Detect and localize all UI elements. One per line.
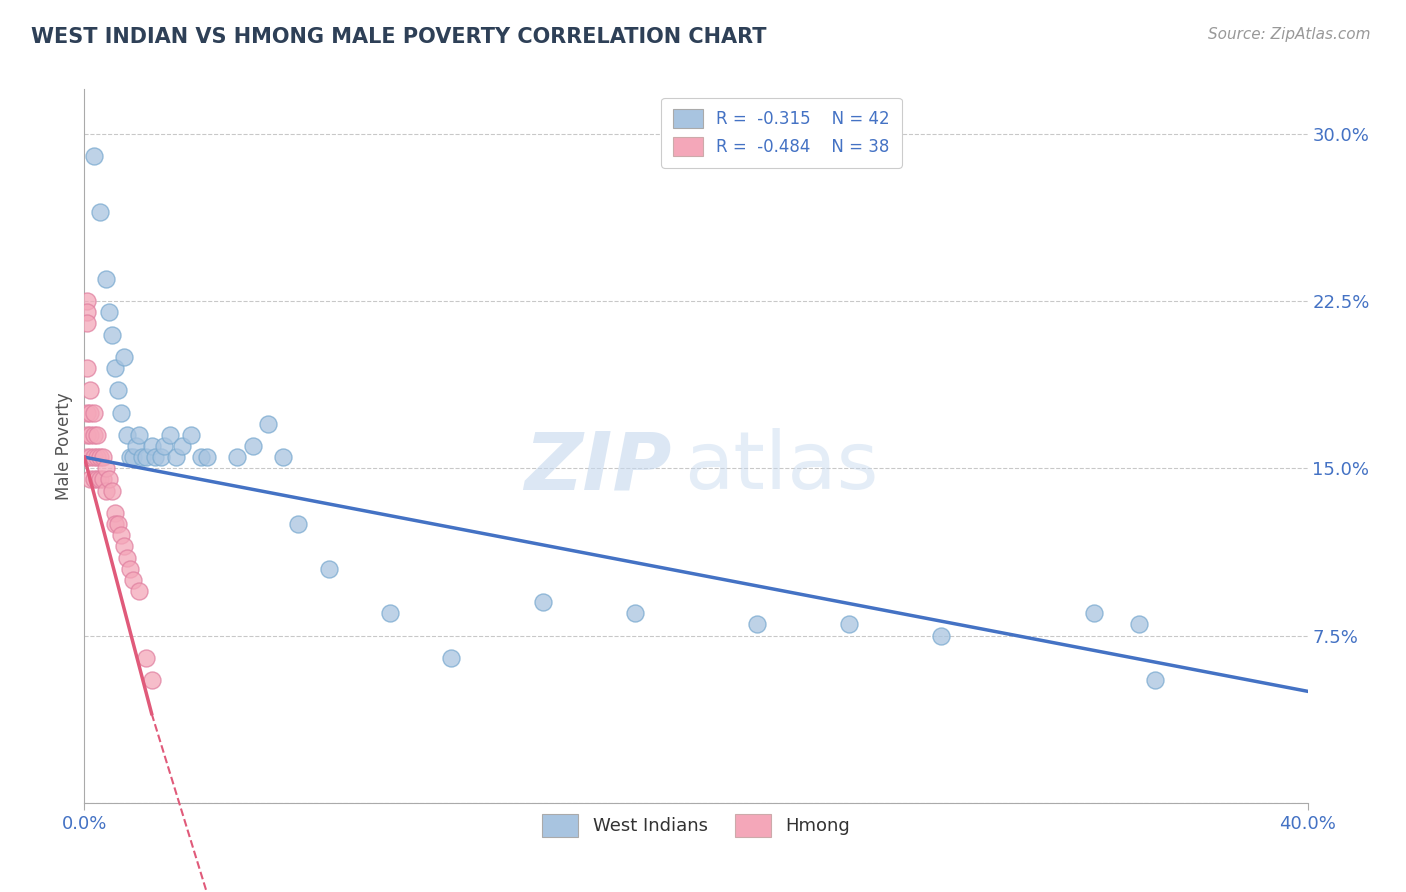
Point <box>318 562 340 576</box>
Point <box>89 450 111 464</box>
Legend: West Indians, Hmong: West Indians, Hmong <box>534 807 858 844</box>
Point <box>242 439 264 453</box>
Point <box>91 473 114 487</box>
Point <box>89 204 111 219</box>
Point <box>83 149 105 163</box>
Point <box>89 473 111 487</box>
Point <box>79 473 101 487</box>
Point <box>112 539 135 553</box>
Point <box>76 293 98 308</box>
Point <box>531 595 554 609</box>
Point <box>125 439 148 453</box>
Point <box>94 483 117 498</box>
Point <box>122 450 145 464</box>
Point <box>76 427 98 442</box>
Point <box>76 305 98 319</box>
Point <box>115 427 138 442</box>
Point <box>1083 607 1105 621</box>
Point <box>115 550 138 565</box>
Point <box>101 483 124 498</box>
Point <box>91 450 114 464</box>
Point <box>76 450 98 464</box>
Point <box>149 450 172 464</box>
Point <box>172 439 194 453</box>
Point <box>107 516 129 531</box>
Point <box>165 450 187 464</box>
Point <box>79 384 101 398</box>
Point <box>94 461 117 475</box>
Point <box>135 450 157 464</box>
Point <box>110 528 132 542</box>
Point <box>838 617 860 632</box>
Point <box>83 450 105 464</box>
Point <box>624 607 647 621</box>
Point <box>112 350 135 364</box>
Point <box>257 417 280 431</box>
Point <box>104 360 127 375</box>
Point <box>143 450 166 464</box>
Point <box>128 427 150 442</box>
Point <box>97 473 120 487</box>
Point <box>104 506 127 520</box>
Point <box>271 450 294 464</box>
Point <box>79 450 101 464</box>
Point <box>153 439 176 453</box>
Point <box>1128 617 1150 632</box>
Point <box>104 516 127 531</box>
Point <box>86 473 108 487</box>
Y-axis label: Male Poverty: Male Poverty <box>55 392 73 500</box>
Point <box>131 450 153 464</box>
Point <box>110 405 132 419</box>
Point <box>929 628 952 642</box>
Point <box>79 427 101 442</box>
Text: ZIP: ZIP <box>524 428 672 507</box>
Point <box>287 516 309 531</box>
Text: Source: ZipAtlas.com: Source: ZipAtlas.com <box>1208 27 1371 42</box>
Point <box>747 617 769 632</box>
Point <box>120 562 142 576</box>
Point <box>128 583 150 598</box>
Point <box>135 651 157 665</box>
Point <box>440 651 463 665</box>
Point <box>1143 673 1166 687</box>
Point <box>190 450 212 464</box>
Point <box>86 450 108 464</box>
Point <box>79 405 101 419</box>
Point <box>120 450 142 464</box>
Point <box>159 427 181 442</box>
Text: atlas: atlas <box>683 428 879 507</box>
Point <box>141 673 163 687</box>
Point <box>94 271 117 285</box>
Point <box>83 405 105 419</box>
Point <box>195 450 218 464</box>
Point <box>83 473 105 487</box>
Point <box>141 439 163 453</box>
Point <box>180 427 202 442</box>
Point <box>122 573 145 587</box>
Point <box>107 384 129 398</box>
Point <box>86 427 108 442</box>
Point <box>83 427 105 442</box>
Point <box>76 360 98 375</box>
Point <box>380 607 402 621</box>
Point <box>76 405 98 419</box>
Text: WEST INDIAN VS HMONG MALE POVERTY CORRELATION CHART: WEST INDIAN VS HMONG MALE POVERTY CORREL… <box>31 27 766 46</box>
Point <box>101 327 124 342</box>
Point <box>226 450 249 464</box>
Point <box>97 305 120 319</box>
Point <box>76 316 98 330</box>
